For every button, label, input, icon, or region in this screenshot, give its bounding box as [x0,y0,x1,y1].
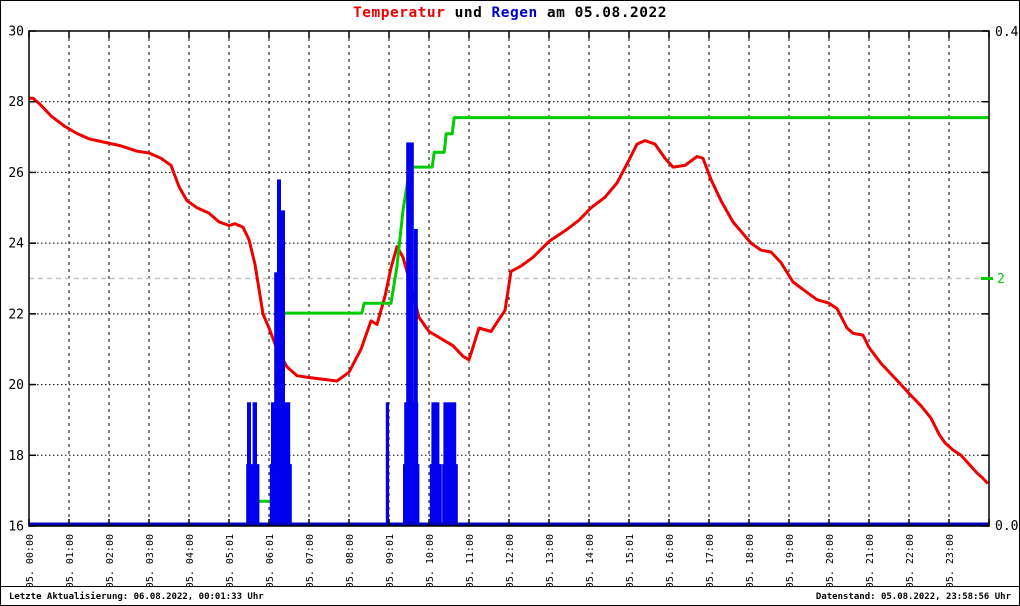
rain-bar [252,402,257,527]
rain-cumulative-line [248,116,989,503]
temperature-line [29,96,989,485]
x-tick-label: 05. 08:00 [345,534,356,588]
y-left-tick-label: 26 [8,166,24,181]
rain-bar [281,210,285,526]
x-tick-label: 05. 04:00 [185,534,196,588]
x-tick-label: 05. 16:00 [665,534,676,588]
y-left-tick-label: 30 [8,25,24,40]
rain-bar [247,402,251,527]
chart-title-date: am 05.08.2022 [537,5,667,21]
x-tick-label: 05. 11:00 [465,534,476,588]
rain-bar [443,402,457,527]
chart-title: Temperatur und Regen am 05.08.2022 [1,5,1019,21]
y-left-tick-label: 28 [8,95,24,110]
y-right-bottom-label: 0.0 [995,519,1018,534]
y-left-tick-label: 22 [8,307,24,322]
rain-bar [274,272,278,526]
x-tick-label: 05. 18:00 [745,534,756,588]
x-tick-label: 05. 12:00 [505,534,516,588]
x-tick-label: 05. 23:00 [945,534,956,588]
x-tick-label: 05. 06:01 [265,534,276,588]
y-right-top-label: 0.4 [995,25,1019,40]
status-bar: Letzte Aktualisierung: 06.08.2022, 00:01… [1,586,1019,605]
x-tick-label: 05. 17:00 [705,534,716,588]
last-update-text: Letzte Aktualisierung: 06.08.2022, 00:01… [9,592,264,602]
x-tick-label: 05. 03:00 [145,534,156,588]
y-right-cumulative-label: 2 [997,272,1005,287]
x-tick-label: 05. 09:01 [385,534,396,588]
x-tick-label: 05. 15:01 [625,534,636,588]
x-tick-label: 05. 19:00 [785,534,796,588]
x-tick-label: 05. 10:00 [425,534,436,588]
rain-bar [385,402,389,527]
x-tick-label: 05. 22:00 [905,534,916,588]
x-tick-label: 05. 13:00 [545,534,556,588]
y-left-tick-label: 16 [8,520,24,535]
x-tick-label: 05. 07:00 [305,534,316,588]
x-tick-label: 05. 21:00 [865,534,876,588]
x-tick-label: 05. 05:01 [225,534,236,588]
x-tick-label: 05. 01:00 [65,534,76,588]
x-tick-label: 05. 20:00 [825,534,836,588]
x-tick-label: 05. 02:00 [105,534,116,588]
chart-title-regen: Regen [491,5,538,21]
y-left-tick-label: 24 [8,237,24,252]
rain-bar [406,142,414,526]
chart-title-und: und [445,5,492,21]
y-left-tick-label: 18 [8,449,24,464]
chart-title-temperatur: Temperatur [353,5,446,21]
data-state-text: Datenstand: 05.08.2022, 23:58:56 Uhr [815,592,1011,602]
rain-bar [277,179,281,526]
y-left-tick-label: 20 [8,378,24,393]
rain-bar [413,229,418,526]
x-tick-label: 05. 00:00 [25,534,36,588]
x-tick-label: 05. 14:00 [585,534,596,588]
rain-bar [431,402,440,527]
